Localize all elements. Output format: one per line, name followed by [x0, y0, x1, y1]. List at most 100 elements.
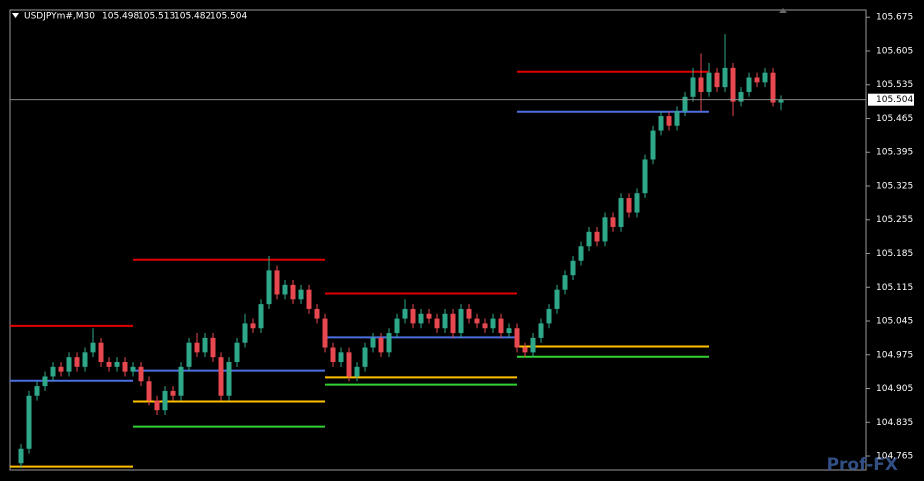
candle-body — [202, 337, 208, 353]
candle-body — [50, 366, 56, 377]
candle-body — [106, 361, 112, 367]
candle-body — [626, 198, 632, 213]
candle-body — [210, 337, 216, 358]
candle-body — [74, 357, 80, 367]
candle-body — [266, 270, 272, 305]
candle-body — [90, 342, 96, 353]
candle-body — [98, 342, 104, 362]
candle-body — [338, 352, 344, 362]
y-tick-label: 105.185 — [876, 249, 913, 259]
candle-body — [258, 304, 264, 329]
candle-body — [42, 376, 48, 387]
y-tick-label: 105.255 — [876, 215, 913, 225]
candle-body — [490, 318, 496, 329]
candle-body — [538, 323, 544, 338]
candle-body — [378, 337, 384, 353]
candle-body — [234, 342, 240, 362]
candle-body — [754, 77, 760, 83]
candle-body — [690, 77, 696, 97]
header-open: 105.498 — [102, 12, 139, 22]
candle-body — [642, 159, 648, 194]
watermark: Prof-FX — [827, 455, 898, 475]
candle-body — [346, 352, 352, 377]
candle-body — [194, 342, 200, 353]
candle-body — [226, 361, 232, 396]
y-tick-label: 105.605 — [876, 46, 913, 56]
candle-body — [426, 313, 432, 319]
symbol: USDJPYm#,M30 — [24, 12, 95, 22]
candle-body — [82, 352, 88, 367]
candle-body — [442, 313, 448, 329]
candle-body — [714, 72, 720, 88]
candle-body — [434, 318, 440, 329]
shift-marker — [779, 8, 787, 13]
candle-body — [746, 77, 752, 92]
candle-body — [578, 246, 584, 261]
price-tag-box — [868, 93, 914, 106]
candle-body — [162, 390, 168, 411]
candle-body — [26, 395, 32, 449]
candle-body — [274, 270, 280, 295]
candle-body — [458, 308, 464, 334]
y-tick-label: 104.905 — [876, 384, 913, 394]
candle-body — [658, 116, 664, 131]
candle-body — [282, 284, 288, 295]
candle-body — [354, 366, 360, 377]
candle-body — [546, 308, 552, 324]
candle-body — [482, 323, 488, 329]
candle-body — [18, 448, 24, 464]
candle-body — [130, 366, 136, 372]
candle-body — [138, 366, 144, 382]
candle-body — [298, 289, 304, 300]
candle-body — [178, 366, 184, 396]
candle-body — [418, 313, 424, 324]
candle-body — [466, 308, 472, 319]
candle-body — [154, 400, 160, 411]
candle-body — [306, 289, 312, 309]
candle-body — [450, 313, 456, 334]
candle-body — [314, 308, 320, 319]
price-tag: 105.504 — [876, 95, 913, 105]
candle-body — [530, 337, 536, 353]
candle-body — [730, 67, 736, 102]
candle-body — [506, 328, 512, 334]
candle-body — [114, 361, 120, 367]
candle-body — [778, 99, 784, 103]
candle-body — [610, 217, 616, 227]
candle-body — [242, 323, 248, 343]
candle-body — [290, 284, 296, 300]
candle-body — [698, 77, 704, 92]
candle-body — [370, 337, 376, 348]
header-high: 105.513 — [138, 12, 175, 22]
y-tick-label: 104.835 — [876, 418, 913, 428]
candle-body — [146, 381, 152, 401]
candle-body — [666, 116, 672, 126]
candle-body — [634, 193, 640, 213]
y-tick-label: 105.395 — [876, 148, 913, 158]
candle-body — [66, 357, 72, 372]
candle-body — [170, 390, 176, 396]
candle-body — [586, 231, 592, 247]
candle-body — [594, 231, 600, 242]
y-tick-label: 105.465 — [876, 114, 913, 124]
y-tick-label: 104.975 — [876, 350, 913, 360]
candle-body — [402, 308, 408, 319]
candle-body — [498, 318, 504, 334]
candle-body — [570, 260, 576, 276]
candle-body — [706, 72, 712, 92]
y-tick-label: 105.675 — [876, 13, 913, 23]
candle-body — [394, 318, 400, 334]
candle-body — [362, 347, 368, 367]
candle-body — [330, 347, 336, 362]
candle-body — [186, 342, 192, 367]
candle-body — [770, 72, 776, 103]
candle-body — [722, 67, 728, 88]
plot-area — [10, 34, 784, 469]
candle-body — [618, 198, 624, 227]
candle-body — [650, 130, 656, 160]
candle-body — [682, 96, 688, 112]
candle-body — [562, 275, 568, 290]
y-tick-label: 105.045 — [876, 317, 913, 327]
